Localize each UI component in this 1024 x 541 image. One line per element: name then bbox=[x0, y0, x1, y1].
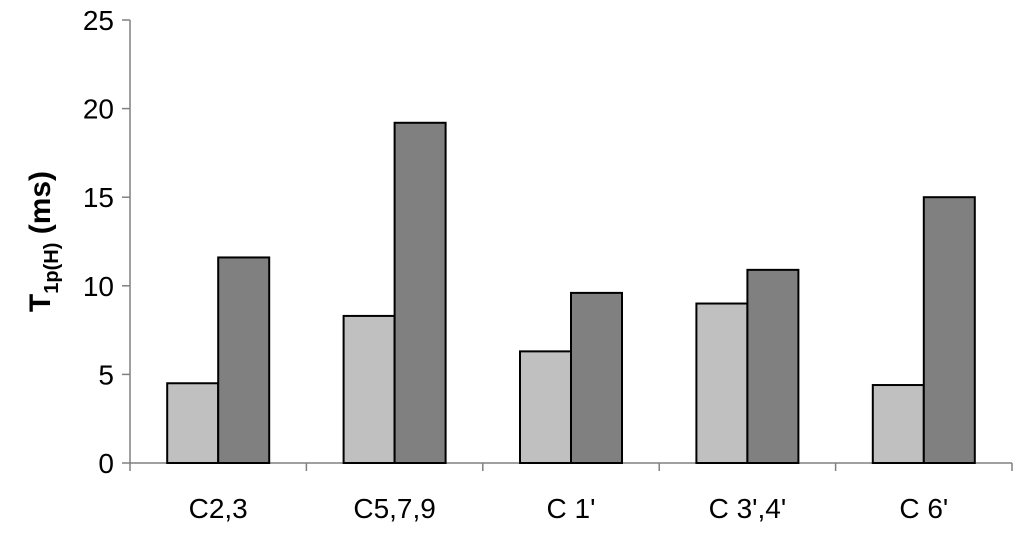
y-tick-label: 5 bbox=[98, 359, 114, 390]
x-axis bbox=[129, 462, 1013, 471]
y-tick-label: 0 bbox=[98, 448, 114, 479]
y-tick-label: 20 bbox=[83, 94, 114, 125]
y-tick-label: 25 bbox=[83, 5, 114, 36]
y-tick-label: 15 bbox=[83, 182, 114, 213]
bars bbox=[166, 121, 976, 465]
bar-series-1 bbox=[342, 314, 396, 465]
bar-series-2 bbox=[570, 291, 623, 464]
y-axis-title-main: T bbox=[24, 294, 57, 312]
y-axis-title: T1p(H) (ms) bbox=[24, 171, 63, 312]
bar-series-1 bbox=[166, 382, 220, 465]
y-axis-title-subscript: 1p(H) bbox=[41, 243, 63, 294]
bar-series-2 bbox=[217, 256, 271, 464]
bar-series-2 bbox=[393, 121, 447, 464]
x-category-label: C 1' bbox=[547, 493, 596, 524]
x-category-label: C 6' bbox=[899, 493, 948, 524]
bar-series-2 bbox=[922, 196, 976, 464]
y-tick-label: 10 bbox=[83, 271, 114, 302]
y-axis-label: T1p(H) (ms) bbox=[24, 171, 63, 312]
category-labels: C2,3 C5,7,9 C 1' C 3',4' C 6' bbox=[189, 493, 949, 524]
bar-series-2 bbox=[746, 268, 800, 464]
y-axis: 0 5 10 15 20 25 bbox=[83, 5, 131, 479]
bar-series-1 bbox=[871, 384, 925, 465]
bar-series-1 bbox=[695, 302, 749, 464]
x-category-label: C2,3 bbox=[189, 493, 248, 524]
bar-series-1 bbox=[519, 350, 572, 465]
x-category-label: C5,7,9 bbox=[353, 493, 436, 524]
x-category-label: C 3',4' bbox=[709, 493, 787, 524]
y-axis-title-unit: (ms) bbox=[24, 171, 57, 243]
